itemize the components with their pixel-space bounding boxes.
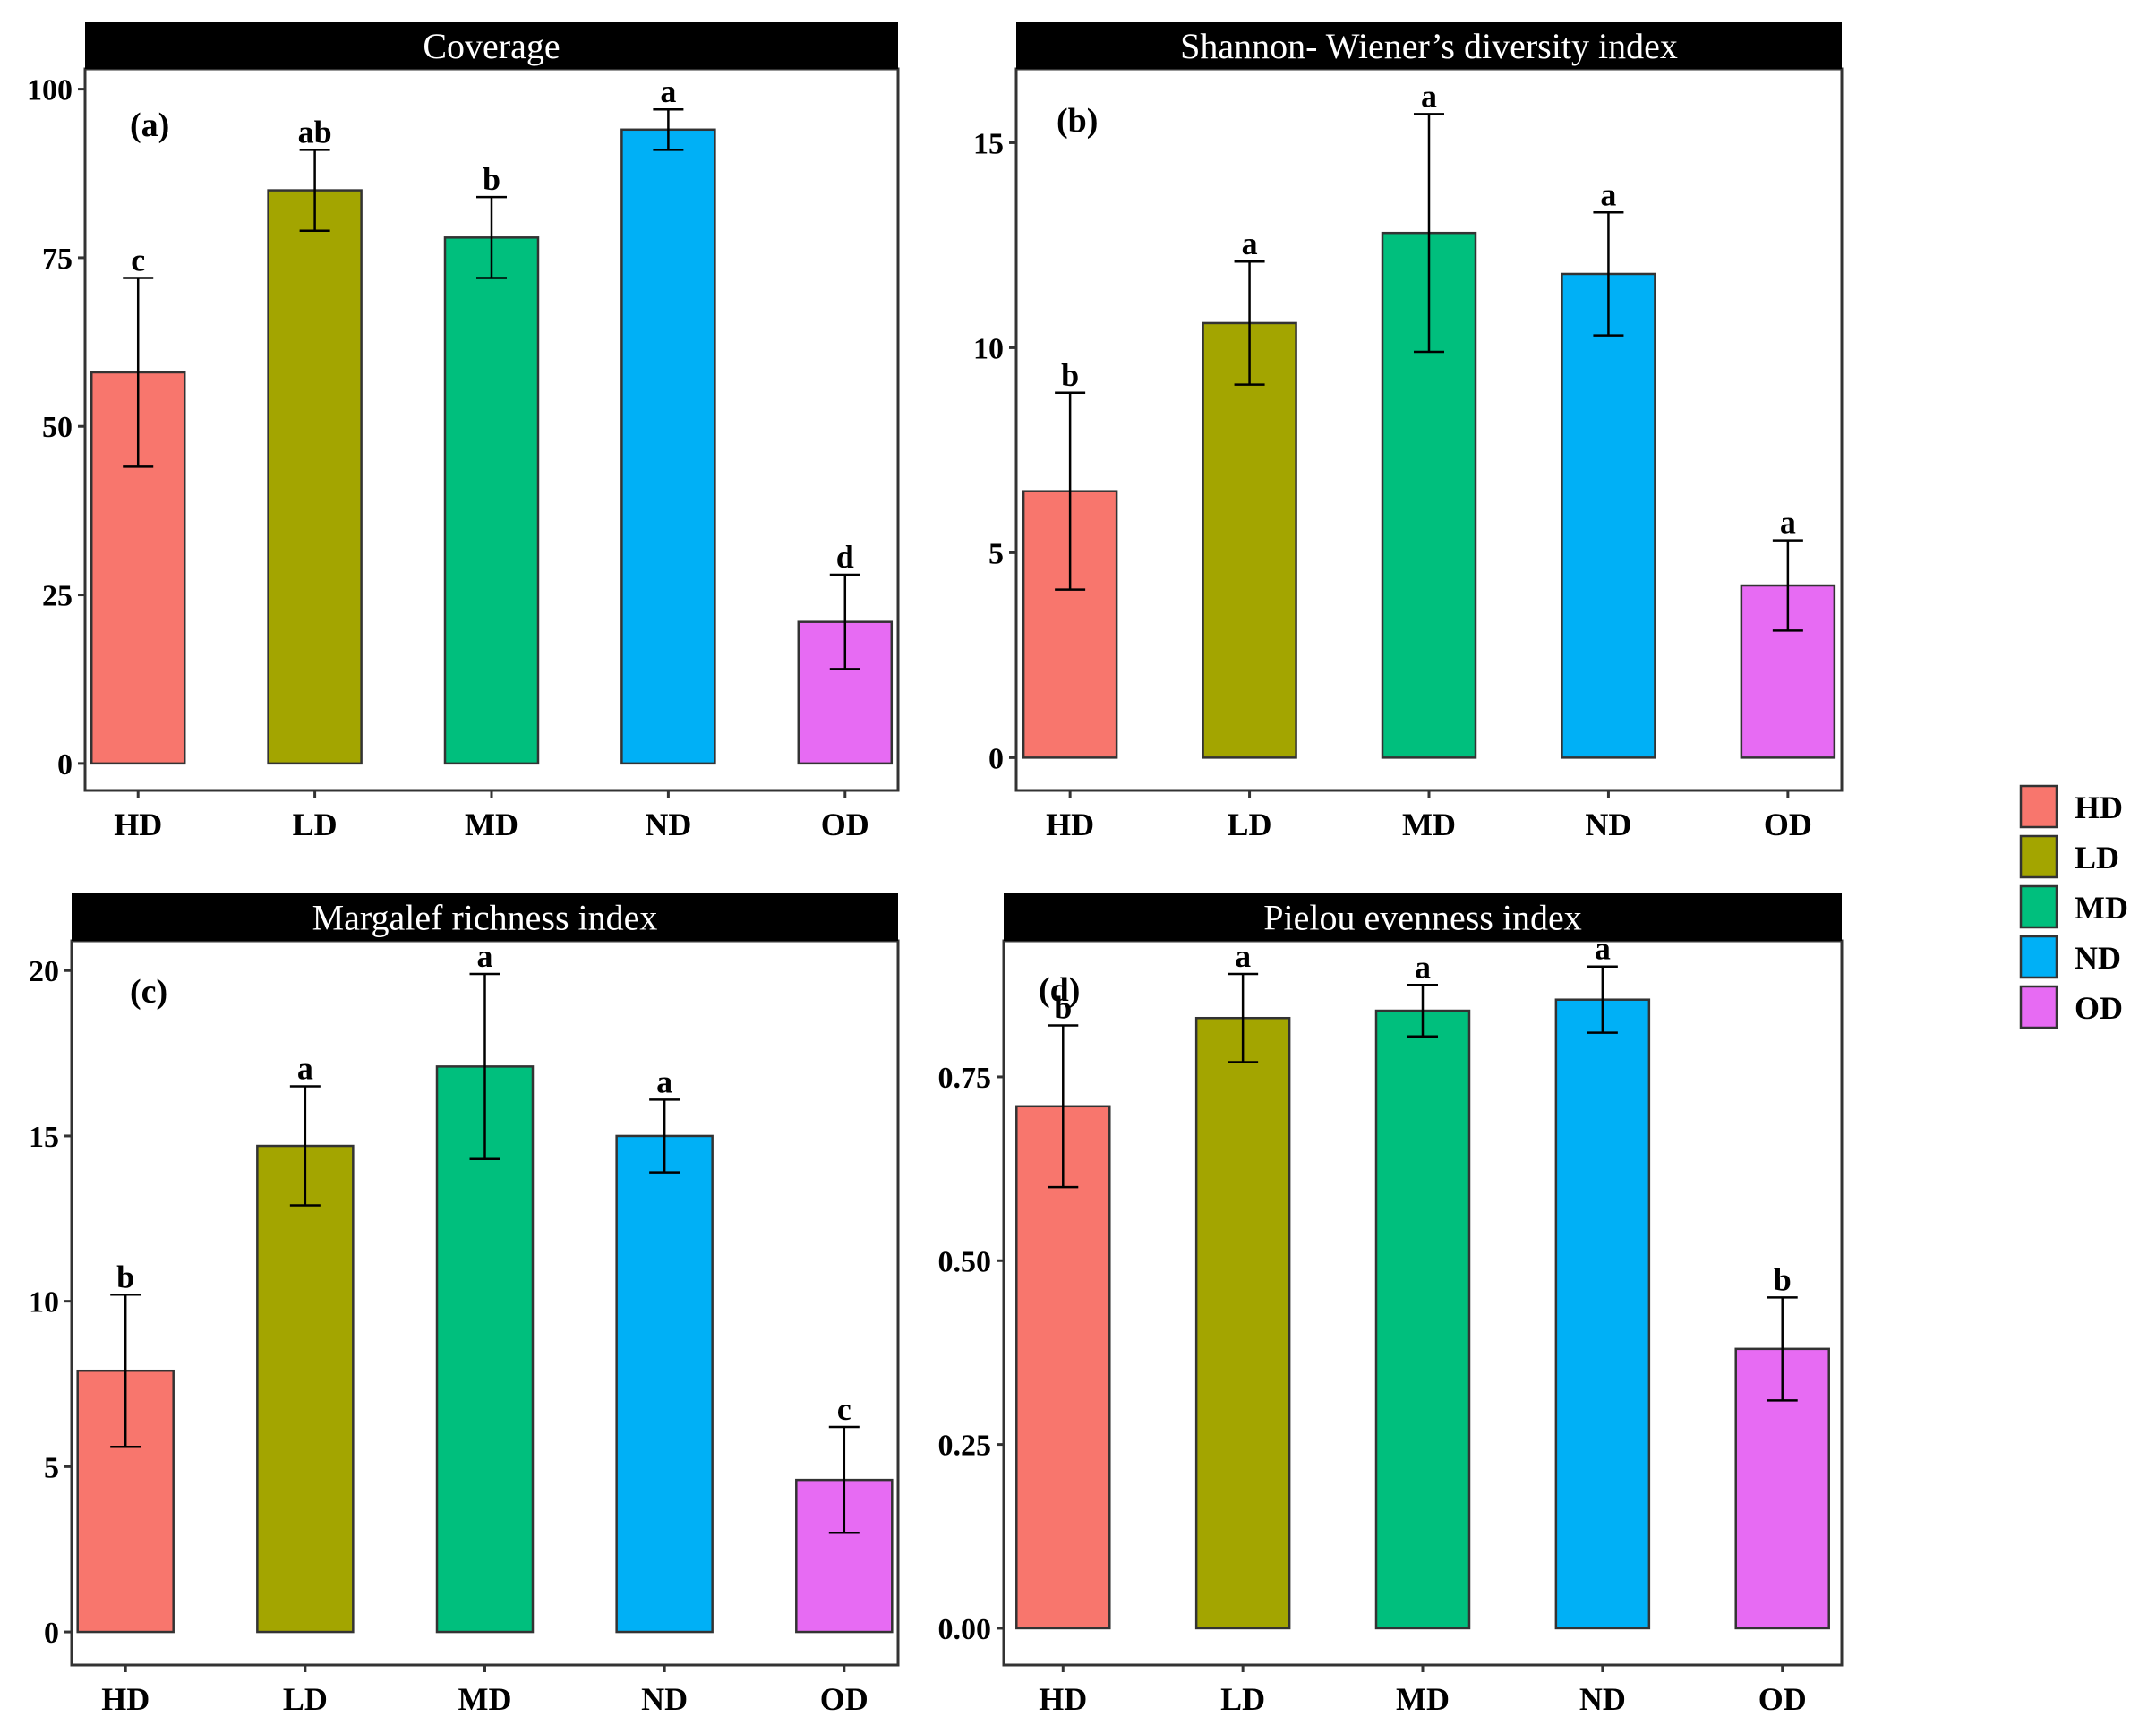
significance-label-md: a	[477, 938, 493, 974]
x-tick-label-ld: LD	[293, 807, 338, 842]
legend-swatch-od	[2019, 985, 2058, 1029]
x-tick-label-md: MD	[1402, 807, 1456, 842]
y-tick-label: 5	[988, 537, 1004, 570]
y-tick-label: 15	[973, 127, 1004, 160]
x-tick-label-hd: HD	[1046, 807, 1094, 842]
significance-label-hd: b	[116, 1259, 134, 1294]
x-tick-label-od: OD	[820, 1681, 868, 1717]
legend-label-hd: HD	[2075, 790, 2123, 825]
panel-title-4: Pielou evenness index	[1263, 898, 1582, 938]
significance-label-nd: a	[1600, 176, 1616, 212]
panel-tag-1: (a)	[130, 107, 169, 144]
x-tick-label-hd: HD	[1039, 1681, 1087, 1717]
legend-label-nd: ND	[2075, 940, 2121, 976]
panel-tag-3: (c)	[130, 973, 167, 1011]
x-tick-label-hd: HD	[114, 807, 162, 842]
y-tick-label: 0	[57, 748, 73, 781]
x-tick-label-md: MD	[1396, 1681, 1450, 1717]
significance-label-nd: a	[660, 73, 676, 109]
x-tick-label-ld: LD	[1220, 1681, 1265, 1717]
bar-nd	[1554, 998, 1651, 1630]
x-tick-label-nd: ND	[1585, 807, 1631, 842]
panel-title-3: Margalef richness index	[312, 898, 658, 938]
significance-label-ld: a	[297, 1051, 313, 1087]
x-tick-label-od: OD	[821, 807, 869, 842]
significance-label-md: b	[483, 161, 500, 197]
x-tick-label-ld: LD	[1228, 807, 1272, 842]
legend-label-ld: LD	[2075, 840, 2119, 875]
bar-ld	[1194, 1016, 1291, 1630]
significance-label-od: c	[837, 1391, 851, 1427]
y-tick-label: 5	[44, 1451, 59, 1484]
y-tick-label: 25	[42, 580, 73, 613]
bar-ld	[267, 189, 363, 765]
significance-label-nd: a	[656, 1063, 672, 1099]
y-tick-label: 0.50	[938, 1245, 992, 1278]
bar-ld	[1202, 321, 1297, 759]
y-tick-label: 0.25	[938, 1430, 992, 1463]
bar-nd	[1561, 272, 1656, 759]
y-tick-label: 10	[973, 332, 1004, 365]
y-tick-label: 100	[27, 74, 73, 107]
x-tick-label-md: MD	[458, 1681, 512, 1717]
y-tick-label: 75	[42, 243, 73, 276]
y-tick-label: 0	[988, 742, 1004, 775]
x-tick-label-hd: HD	[101, 1681, 150, 1717]
significance-label-hd: b	[1061, 357, 1079, 393]
y-tick-label: 0.75	[938, 1062, 992, 1095]
panel-title-strip-1	[85, 22, 898, 69]
significance-label-od: b	[1774, 1261, 1792, 1297]
x-tick-label-nd: ND	[645, 807, 691, 842]
y-tick-label: 0.00	[938, 1613, 992, 1646]
significance-label-hd: b	[1054, 989, 1072, 1025]
bar-md	[443, 236, 540, 765]
significance-label-ld: a	[1242, 226, 1258, 261]
legend-swatch-ld	[2019, 834, 2058, 879]
y-tick-label: 0	[44, 1617, 59, 1650]
panel-title-1: Coverage	[423, 26, 560, 66]
panel-title-strip-3	[72, 893, 898, 941]
significance-label-od: a	[1780, 505, 1796, 541]
legend-swatch-hd	[2019, 784, 2058, 829]
x-tick-label-nd: ND	[1579, 1681, 1626, 1717]
legend-swatch-nd	[2019, 935, 2058, 979]
significance-label-ld: ab	[298, 114, 332, 149]
bar-nd	[620, 128, 716, 765]
bar-md	[1374, 1009, 1471, 1630]
significance-label-md: a	[1421, 78, 1437, 114]
panel-title-strip-2	[1016, 22, 1842, 69]
panel-tag-4: (d)	[1039, 971, 1080, 1009]
significance-label-hd: c	[131, 243, 145, 278]
bar-ld	[256, 1144, 355, 1634]
significance-label-ld: a	[1235, 938, 1251, 974]
bar-hd	[1015, 1105, 1111, 1630]
bar-nd	[615, 1134, 714, 1634]
x-tick-label-md: MD	[465, 807, 518, 842]
panel-title-2: Shannon- Wiener’s diversity index	[1180, 26, 1678, 66]
y-tick-label: 20	[29, 955, 59, 988]
legend-swatch-md	[2019, 884, 2058, 929]
significance-label-nd: a	[1595, 931, 1611, 967]
x-tick-label-od: OD	[1758, 1681, 1807, 1717]
y-tick-label: 10	[29, 1286, 59, 1319]
x-tick-label-ld: LD	[283, 1681, 328, 1717]
legend-label-md: MD	[2075, 890, 2128, 926]
legend-label-od: OD	[2075, 990, 2123, 1026]
significance-label-md: a	[1415, 949, 1431, 985]
significance-label-od: d	[836, 539, 854, 575]
panel-title-strip-4	[1004, 893, 1842, 941]
bar-md	[435, 1065, 535, 1634]
y-tick-label: 50	[42, 411, 73, 444]
x-tick-label-nd: ND	[641, 1681, 688, 1717]
panel-tag-2: (b)	[1057, 102, 1098, 140]
y-tick-label: 15	[29, 1121, 59, 1154]
x-tick-label-od: OD	[1764, 807, 1812, 842]
